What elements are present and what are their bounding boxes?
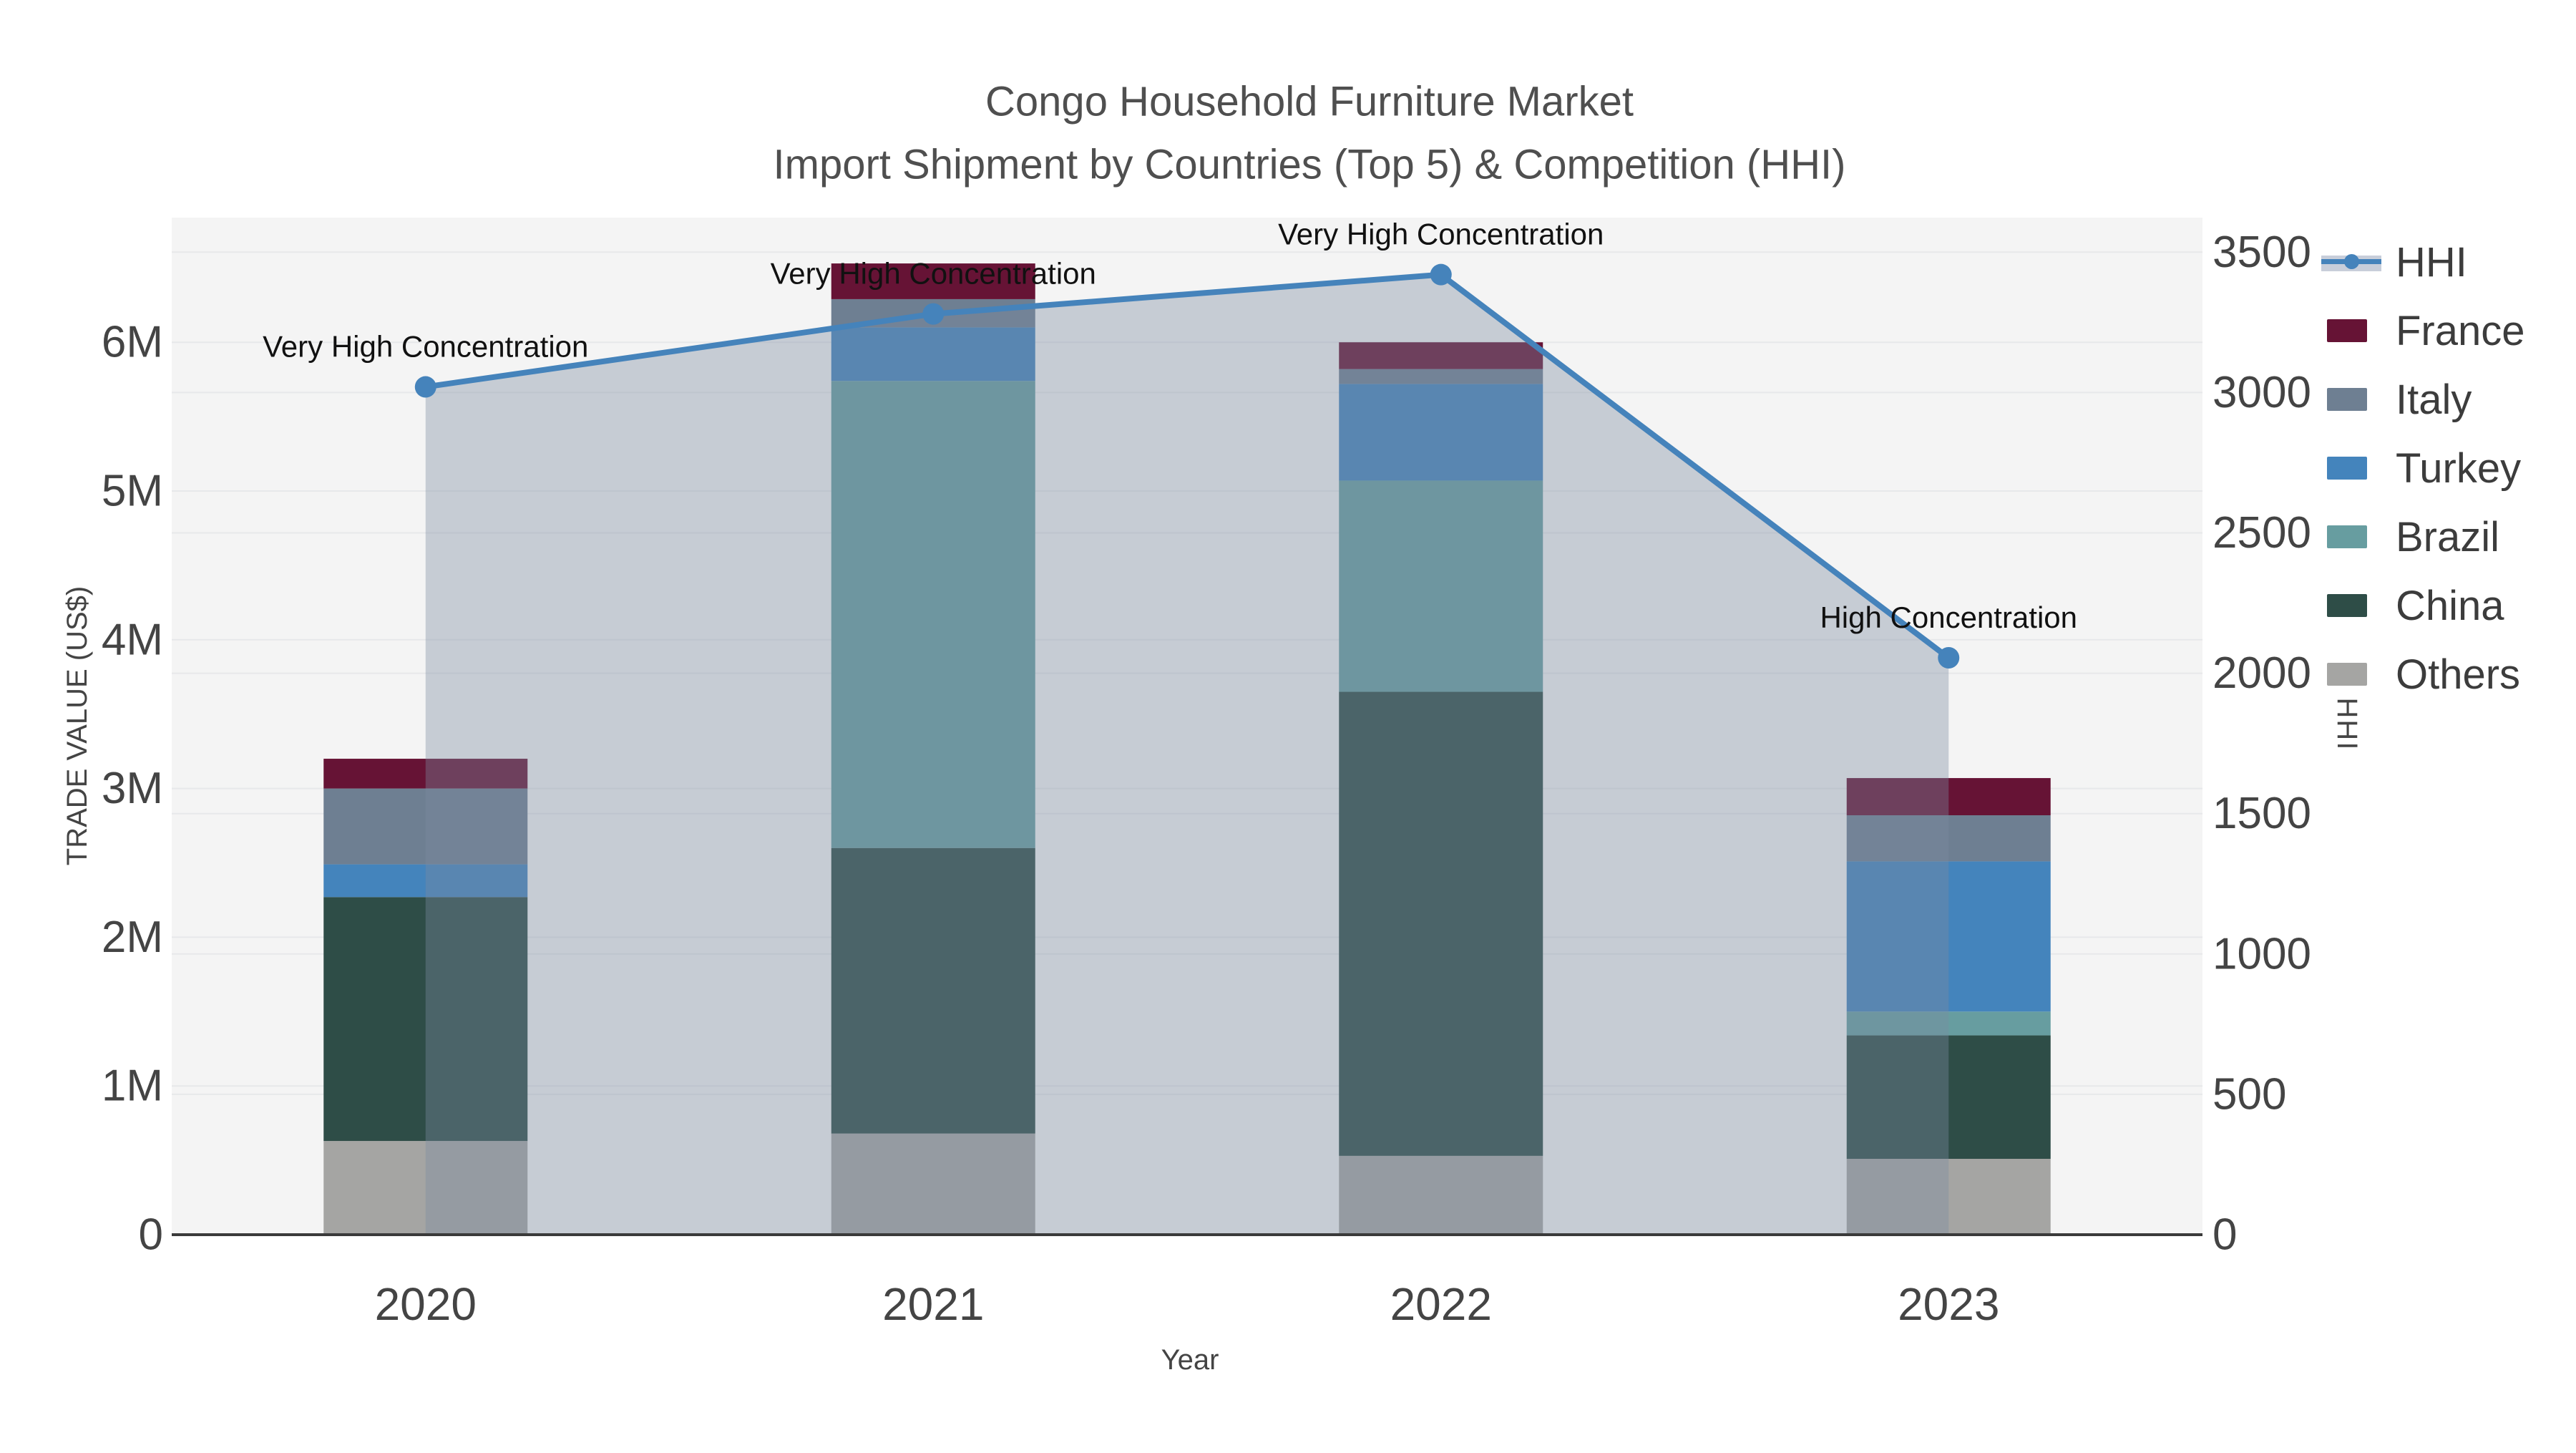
annotation-2020: Very High Concentration (263, 330, 588, 364)
legend-label: Turkey (2396, 444, 2522, 492)
bar-segment-2023-others[interactable] (1846, 1159, 2051, 1235)
legend-color-swatch (2327, 525, 2367, 548)
right-axis-title: HHI (2331, 697, 2363, 752)
bar-segment-2020-italy[interactable] (323, 788, 528, 865)
y-right-tick: 1000 (2212, 929, 2311, 978)
hhi-area-fill (425, 274, 1949, 1235)
bar-segment-2021-turkey[interactable] (831, 327, 1035, 382)
y-right-tick: 3500 (2212, 228, 2311, 277)
y-left-tick: 2M (102, 913, 163, 962)
legend-color-swatch (2327, 388, 2367, 411)
bar-segment-2023-brazil[interactable] (1846, 1011, 2051, 1036)
bar-segment-2021-china[interactable] (831, 847, 1035, 1134)
legend-item-italy[interactable]: Italy (2317, 366, 2576, 432)
y-right-tick: 3000 (2212, 368, 2311, 417)
x-tick-2020: 2020 (375, 1278, 477, 1330)
legend-label: China (2396, 582, 2504, 629)
bar-segment-2023-france[interactable] (1846, 778, 2051, 816)
legend-item-china[interactable]: China (2317, 573, 2576, 638)
legend-hhi-line-swatch (2321, 250, 2381, 274)
y-left-tick: 6M (102, 318, 163, 367)
bar-segment-2020-turkey[interactable] (323, 864, 528, 898)
y-left-tick: 5M (102, 467, 163, 516)
bar-segment-2022-china[interactable] (1339, 691, 1543, 1156)
legend-label: HHI (2396, 238, 2467, 286)
bar-segment-2022-turkey[interactable] (1339, 384, 1543, 481)
y-right-tick: 500 (2212, 1069, 2286, 1119)
legend-color-swatch (2327, 319, 2367, 342)
annotation-2021: Very High Concentration (771, 257, 1096, 291)
hhi-marker-2022[interactable] (1430, 263, 1452, 286)
bar-segment-2021-france[interactable] (831, 263, 1035, 299)
bar-segment-2022-france[interactable] (1339, 342, 1543, 369)
hhi-marker-2021[interactable] (922, 303, 945, 325)
bar-segment-2022-others[interactable] (1339, 1155, 1543, 1235)
legend-item-turkey[interactable]: Turkey (2317, 435, 2576, 501)
legend-item-brazil[interactable]: Brazil (2317, 504, 2576, 570)
legend-label: Others (2396, 651, 2521, 698)
bar-segment-2021-others[interactable] (831, 1133, 1035, 1235)
bar-segment-2021-brazil[interactable] (831, 381, 1035, 848)
legend-label: France (2396, 307, 2525, 354)
bar-segment-2023-china[interactable] (1846, 1035, 2051, 1160)
bar-segment-2023-turkey[interactable] (1846, 861, 2051, 1012)
chart-title-line1: Congo Household Furniture Market (985, 79, 1634, 125)
chart-legend: HHI France Italy Turkey Brazil China Others (2317, 226, 2576, 710)
y-left-tick: 3M (102, 764, 163, 813)
x-axis-title: Year (1161, 1344, 1219, 1376)
bar-segment-2020-china[interactable] (323, 897, 528, 1142)
x-tick-2022: 2022 (1390, 1278, 1492, 1330)
bar-segment-2023-italy[interactable] (1846, 815, 2051, 862)
x-tick-2021: 2021 (882, 1278, 984, 1330)
legend-item-france[interactable]: France (2317, 298, 2576, 364)
hhi-line (425, 271, 1951, 661)
x-tick-2023: 2023 (1898, 1278, 1999, 1330)
hhi-marker-2020[interactable] (414, 376, 436, 398)
y-right-tick: 2000 (2212, 648, 2311, 698)
bar-segment-2020-france[interactable] (323, 759, 528, 789)
bar-segment-2022-brazil[interactable] (1339, 480, 1543, 692)
annotation-2023: High Concentration (1820, 601, 2077, 634)
y-right-tick: 2500 (2212, 508, 2311, 558)
legend-label: Brazil (2396, 513, 2500, 560)
y-left-tick: 1M (102, 1061, 163, 1111)
hhi-marker-2023[interactable] (1938, 647, 1960, 669)
legend-item-others[interactable]: Others (2317, 641, 2576, 707)
annotation-2022: Very High Concentration (1278, 218, 1604, 251)
legend-color-swatch (2327, 457, 2367, 480)
y-right-tick: 1500 (2212, 789, 2311, 838)
legend-label: Italy (2396, 376, 2472, 423)
legend-color-swatch (2327, 594, 2367, 617)
y-left-tick: 0 (139, 1210, 163, 1260)
y-left-tick: 4M (102, 615, 163, 664)
chart-title-line2: Import Shipment by Countries (Top 5) & C… (774, 142, 1846, 188)
y-right-tick: 0 (2212, 1210, 2237, 1260)
bar-segment-2020-others[interactable] (323, 1141, 528, 1235)
legend-item-hhi[interactable]: HHI (2317, 229, 2576, 295)
y-left-axis-title: TRADE VALUE (US$) (62, 586, 93, 865)
legend-color-swatch (2327, 663, 2367, 686)
bar-segment-2022-italy[interactable] (1339, 369, 1543, 384)
